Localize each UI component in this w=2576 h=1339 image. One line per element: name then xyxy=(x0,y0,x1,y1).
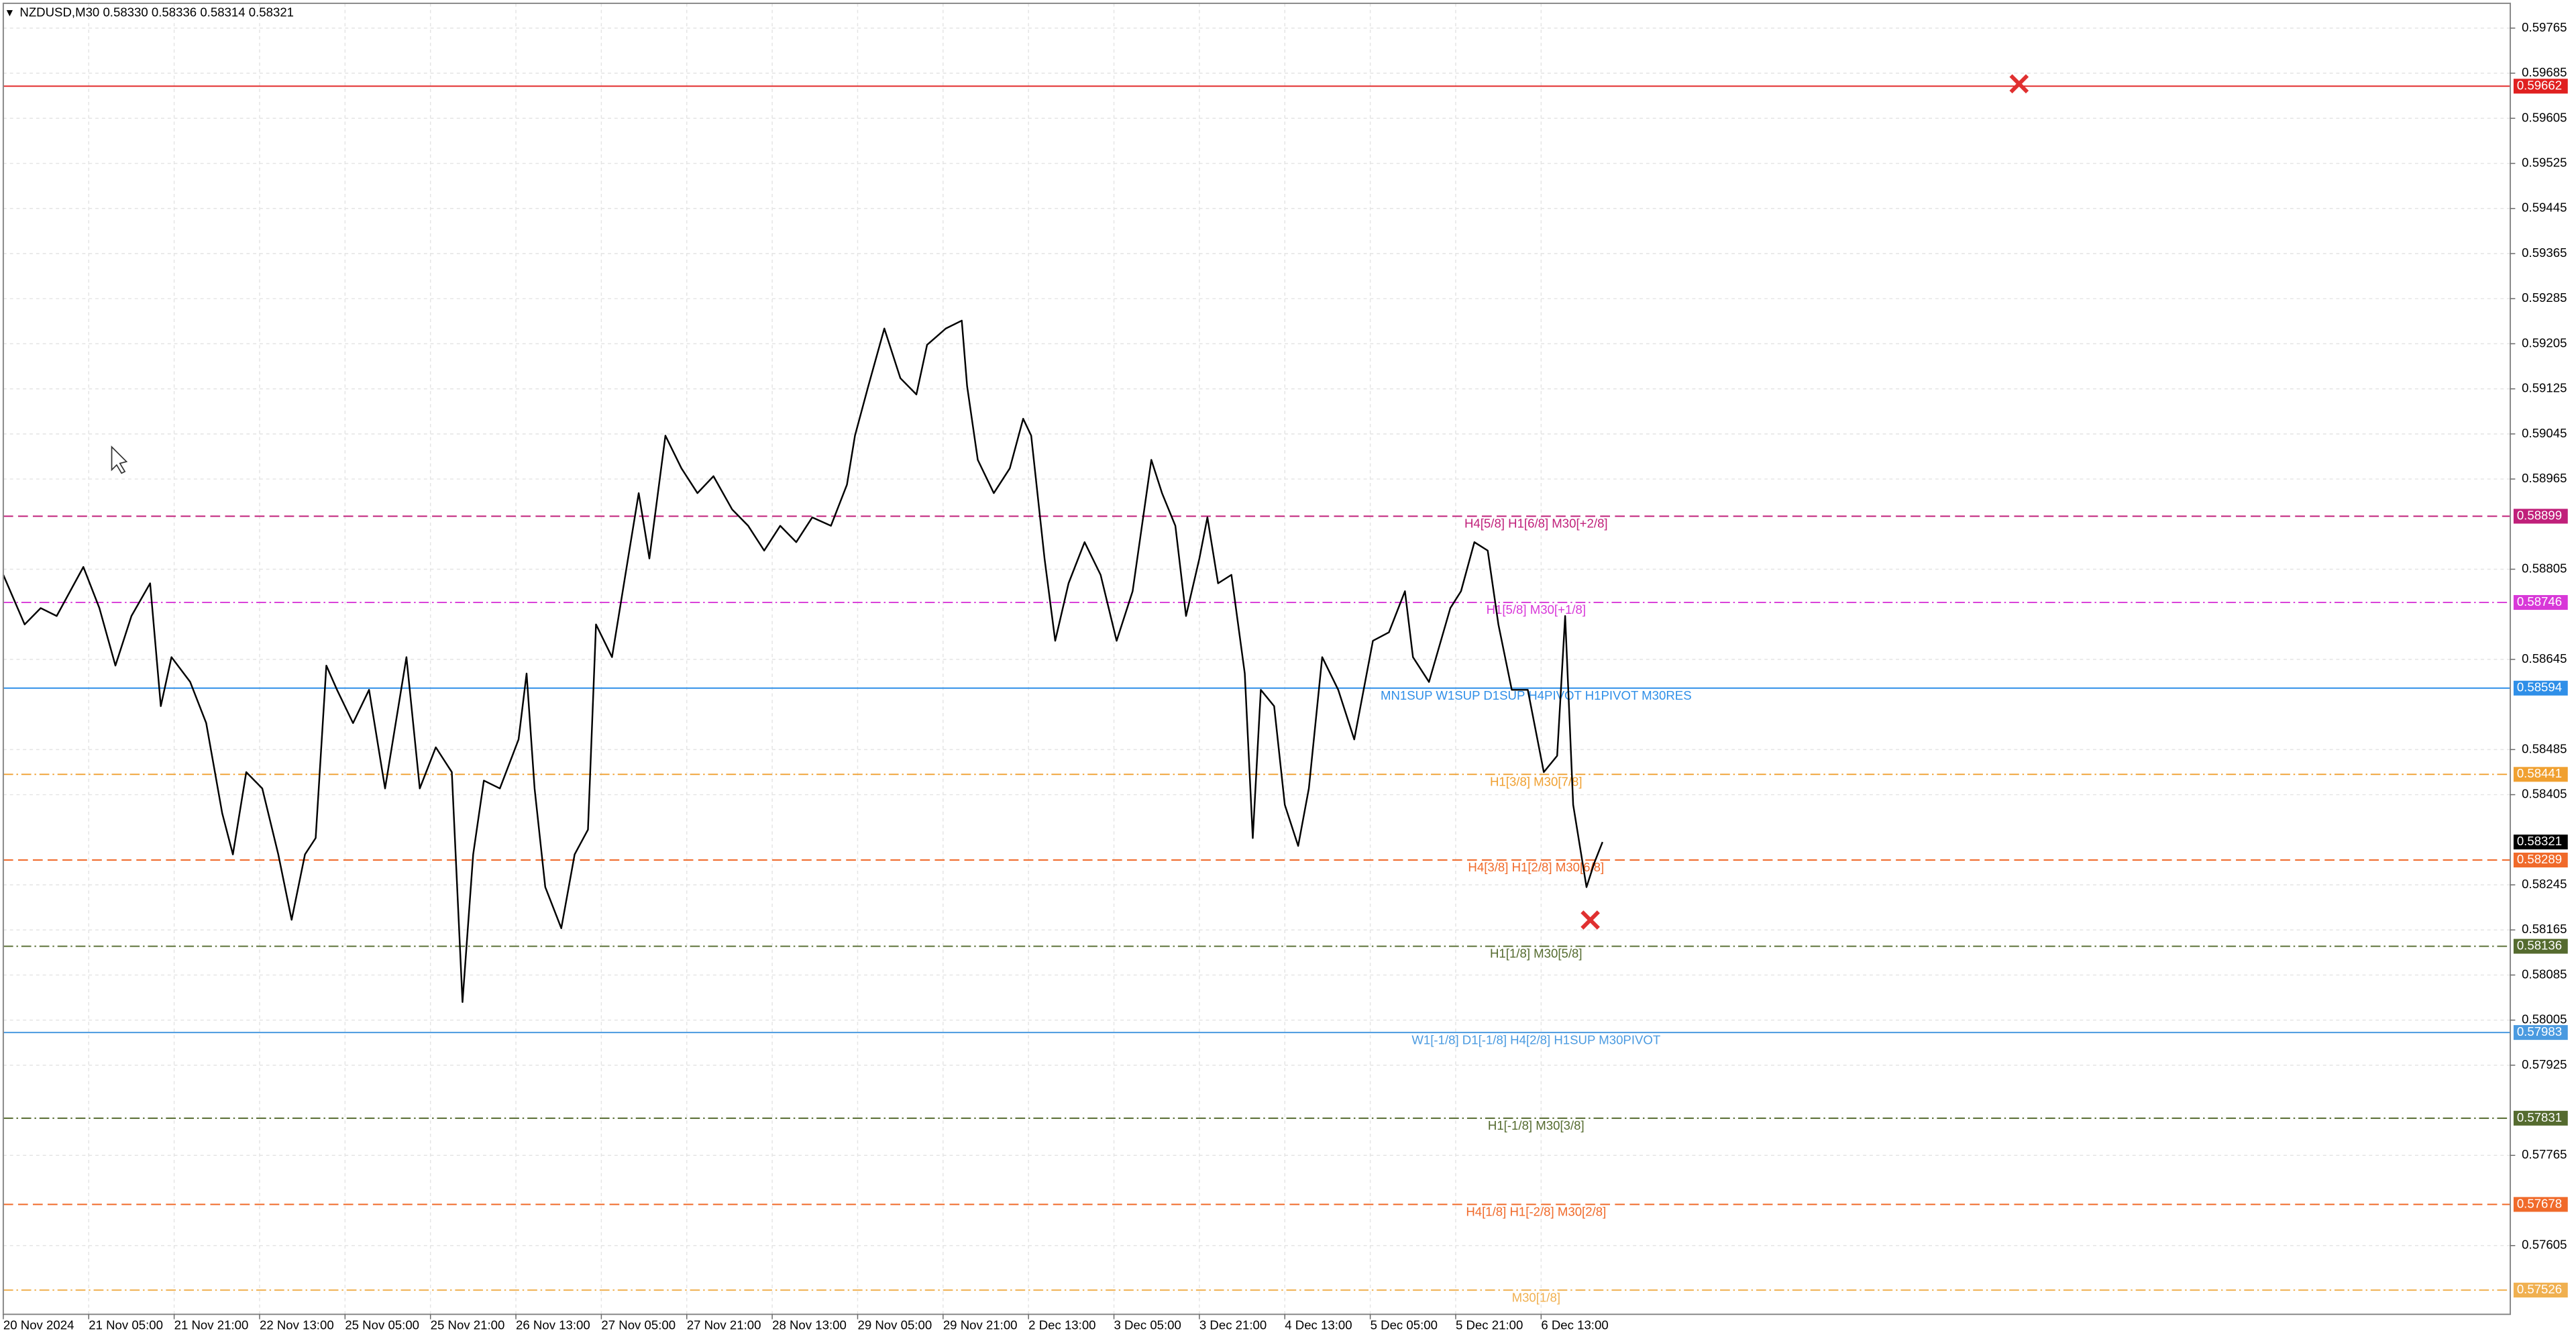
price-tag xyxy=(2513,680,2568,696)
y-tick-label: 0.59045 xyxy=(2522,426,2567,440)
x-tick-label: 2 Dec 13:00 xyxy=(1028,1318,1095,1332)
y-tick-label: 0.58085 xyxy=(2522,967,2567,981)
x-tick-label: 27 Nov 05:00 xyxy=(601,1318,676,1332)
x-tick-label: 5 Dec 05:00 xyxy=(1371,1318,1438,1332)
x-tick-label: 25 Nov 21:00 xyxy=(431,1318,505,1332)
x-tick-label: 29 Nov 21:00 xyxy=(943,1318,1018,1332)
x-tick-label: 6 Dec 13:00 xyxy=(1541,1318,1608,1332)
x-tick-label: 27 Nov 21:00 xyxy=(687,1318,761,1332)
y-tick-label: 0.59765 xyxy=(2522,20,2567,34)
level-label: W1[-1/8] D1[-1/8] H4[2/8] H1SUP M30PIVOT xyxy=(1411,1032,1660,1047)
price-tag-label: 0.57831 xyxy=(2517,1110,2562,1124)
levels: H4[5/8] H1[6/8] M30[+2/8] H1[5/8] M30[+1/… xyxy=(3,85,2511,1304)
price-tag xyxy=(2513,508,2568,524)
x-tick-label: 29 Nov 05:00 xyxy=(857,1318,932,1332)
price-tag xyxy=(2513,1110,2568,1126)
grid xyxy=(3,3,2511,1315)
price-tag xyxy=(2513,78,2568,94)
price-tag xyxy=(2513,767,2568,782)
y-tick-label: 0.57605 xyxy=(2522,1238,2567,1252)
y-tick-label: 0.57765 xyxy=(2522,1147,2567,1161)
level-label: M30[1/8] xyxy=(1512,1290,1560,1304)
price-line xyxy=(2,319,1603,1003)
y-tick-label: 0.59365 xyxy=(2522,246,2567,260)
level-label: H1[1/8] M30[5/8] xyxy=(1490,947,1582,961)
y-tick-label: 0.58485 xyxy=(2522,741,2567,755)
x-tick-label: 21 Nov 21:00 xyxy=(174,1318,249,1332)
y-tick-label: 0.59125 xyxy=(2522,381,2567,395)
x-tick-label: 26 Nov 13:00 xyxy=(516,1318,590,1332)
price-tag-label: 0.57526 xyxy=(2517,1282,2562,1296)
x-tick-label: 28 Nov 13:00 xyxy=(772,1318,847,1332)
price-tag-label: 0.58746 xyxy=(2517,594,2562,608)
price-tag-label: 0.58289 xyxy=(2517,852,2562,866)
y-tick-label: 0.58005 xyxy=(2522,1012,2567,1026)
level-label: H4[1/8] H1[-2/8] M30[2/8] xyxy=(1466,1205,1606,1219)
plot-frame xyxy=(2,2,2512,1316)
bid-tag-label: 0.58321 xyxy=(2517,834,2562,848)
price-tag xyxy=(2513,1283,2568,1298)
y-tick-label: 0.58245 xyxy=(2522,877,2567,891)
y-tick-label: 0.59445 xyxy=(2522,201,2567,215)
x-tick-label: 5 Dec 21:00 xyxy=(1456,1318,1523,1332)
price-tag xyxy=(2513,1197,2568,1212)
level-label: H4[5/8] H1[6/8] M30[+2/8] xyxy=(1464,517,1608,531)
bid-tag xyxy=(2513,835,2568,850)
price-tag-label: 0.57678 xyxy=(2517,1196,2562,1210)
y-tick-label: 0.59605 xyxy=(2522,110,2567,124)
price-tag xyxy=(2513,595,2568,610)
price-tag-label: 0.58899 xyxy=(2517,508,2562,522)
chart-title: NZDUSD,M30 0.58330 0.58336 0.58314 0.583… xyxy=(19,5,294,19)
y-tick-label: 0.59205 xyxy=(2522,335,2567,350)
y-tick-label: 0.59685 xyxy=(2522,65,2567,79)
y-tick-label: 0.59525 xyxy=(2522,155,2567,169)
price-tag xyxy=(2513,853,2568,868)
y-tick-label: 0.58165 xyxy=(2522,922,2567,936)
x-tick-label: 3 Dec 21:00 xyxy=(1199,1318,1267,1332)
y-tick-label: 0.58645 xyxy=(2522,651,2567,665)
level-label: H1[-1/8] M30[3/8] xyxy=(1488,1118,1585,1132)
y-tick-label: 0.58405 xyxy=(2522,786,2567,800)
y-tick-label: 0.58805 xyxy=(2522,561,2567,575)
price-tag xyxy=(2513,1025,2568,1040)
series xyxy=(2,319,1603,1003)
level-label: H1[3/8] M30[7/8] xyxy=(1490,774,1582,788)
y-tick-label: 0.57925 xyxy=(2522,1057,2567,1071)
x-tick-label: 22 Nov 13:00 xyxy=(260,1318,334,1332)
price-tag-label: 0.59662 xyxy=(2517,78,2562,92)
x-tick-label: 4 Dec 13:00 xyxy=(1285,1318,1352,1332)
level-label: MN1SUP W1SUP D1SUP H4PIVOT H1PIVOT M30RE… xyxy=(1381,688,1692,702)
x-tick-label: 25 Nov 05:00 xyxy=(345,1318,419,1332)
price-tag xyxy=(2513,939,2568,954)
x-tick-label: 3 Dec 05:00 xyxy=(1114,1318,1181,1332)
chevron: ▾ xyxy=(7,5,13,19)
x-tick-label: 21 Nov 05:00 xyxy=(89,1318,163,1332)
cross-marker xyxy=(2009,74,2029,94)
x-tick-label: 20 Nov 2024 xyxy=(3,1318,74,1332)
level-label: H4[3/8] H1[2/8] M30[6/8] xyxy=(1468,860,1604,874)
price-tag-label: 0.58136 xyxy=(2517,939,2562,953)
level-label: H1[5/8] M30[+1/8] xyxy=(1487,602,1586,617)
price-tag-label: 0.57983 xyxy=(2517,1024,2562,1038)
price-tag-label: 0.58441 xyxy=(2517,766,2562,780)
cursor xyxy=(111,445,128,474)
axes: 0.59765 0.59685 0.59605 0.59525 0.59445 0.593… xyxy=(3,20,2568,1332)
cross-marker xyxy=(1580,910,1600,930)
price-tag-label: 0.58594 xyxy=(2517,680,2562,694)
y-tick-label: 0.58965 xyxy=(2522,471,2567,485)
y-tick-label: 0.59285 xyxy=(2522,290,2567,305)
